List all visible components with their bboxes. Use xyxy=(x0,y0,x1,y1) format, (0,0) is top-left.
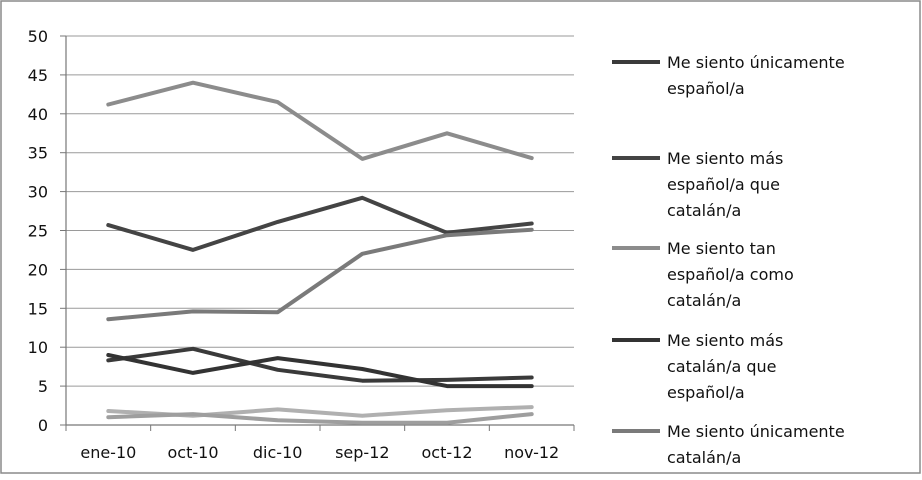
legend-label: español/a como xyxy=(667,265,794,284)
y-tick-label: 40 xyxy=(28,105,48,124)
legend-label: Me siento más xyxy=(667,149,783,168)
x-tick-label: oct-10 xyxy=(168,443,219,462)
y-tick-label: 50 xyxy=(28,27,48,46)
x-tick-label: nov-12 xyxy=(504,443,559,462)
legend-label: español/a xyxy=(667,79,745,98)
legend-label: Me siento únicamente xyxy=(667,53,845,72)
y-tick-label: 10 xyxy=(28,338,48,357)
y-tick-label: 45 xyxy=(28,66,48,85)
axes: 0 5 10 15 20 25 30 35 40 45 50 ene-10 oct-10 dic-10 se… xyxy=(28,27,575,462)
legend-label: Me siento más xyxy=(667,331,783,350)
legend-label: Me siento tan xyxy=(667,239,776,258)
legend-label: Me siento únicamente xyxy=(667,422,845,441)
y-tick-label: 25 xyxy=(28,222,48,241)
legend-label: catalán/a que xyxy=(667,357,777,376)
x-tick-label: dic-10 xyxy=(253,443,303,462)
y-tick-label: 35 xyxy=(28,144,48,163)
series-line-5 xyxy=(106,227,534,322)
legend: Me siento únicamente español/a Me siento m… xyxy=(612,53,845,467)
x-tick-label: sep-12 xyxy=(335,443,389,462)
y-tick-label: 5 xyxy=(38,377,48,396)
x-tick-label: oct-12 xyxy=(422,443,473,462)
legend-label: español/a que xyxy=(667,175,780,194)
legend-label: catalán/a xyxy=(667,448,741,467)
legend-label: catalán/a xyxy=(667,291,741,310)
series-line-4 xyxy=(106,353,534,389)
series-line-1 xyxy=(106,346,534,383)
series-line-2 xyxy=(106,195,534,252)
y-tick-label: 20 xyxy=(28,260,48,279)
x-tick-label: ene-10 xyxy=(80,443,136,462)
y-tick-label: 15 xyxy=(28,299,48,318)
y-tick-label: 30 xyxy=(28,183,48,202)
series-line-7 xyxy=(106,412,534,425)
legend-label: español/a xyxy=(667,383,745,402)
series-lines xyxy=(106,80,534,425)
series-line-3 xyxy=(106,80,534,161)
legend-label: catalán/a xyxy=(667,201,741,220)
y-tick-label: 0 xyxy=(38,416,48,435)
